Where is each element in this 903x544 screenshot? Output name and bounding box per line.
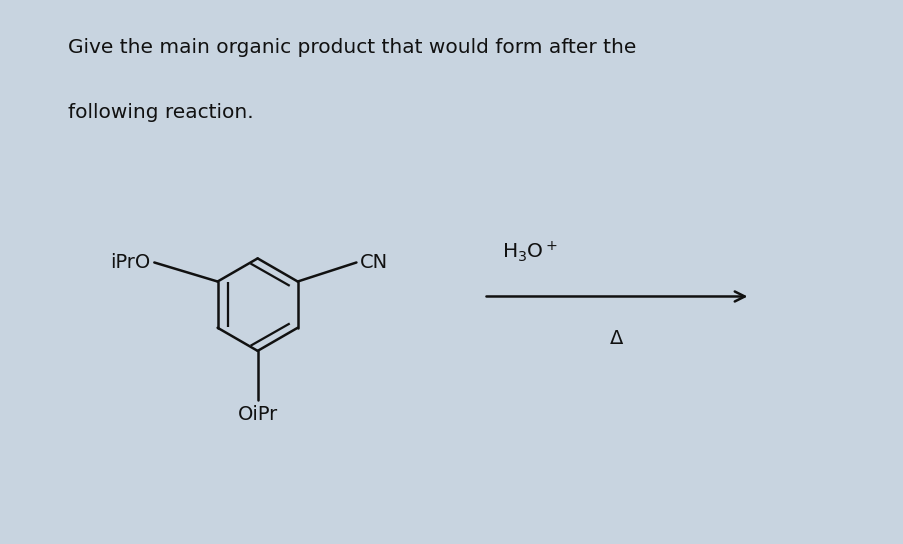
Text: Δ: Δ bbox=[610, 329, 623, 348]
Text: iPrO: iPrO bbox=[110, 253, 151, 272]
Text: Give the main organic product that would form after the: Give the main organic product that would… bbox=[68, 38, 636, 57]
Text: OiPr: OiPr bbox=[237, 405, 277, 424]
Text: H$_3$O$^+$: H$_3$O$^+$ bbox=[501, 239, 557, 264]
Text: CN: CN bbox=[359, 253, 387, 272]
Text: following reaction.: following reaction. bbox=[68, 103, 253, 122]
